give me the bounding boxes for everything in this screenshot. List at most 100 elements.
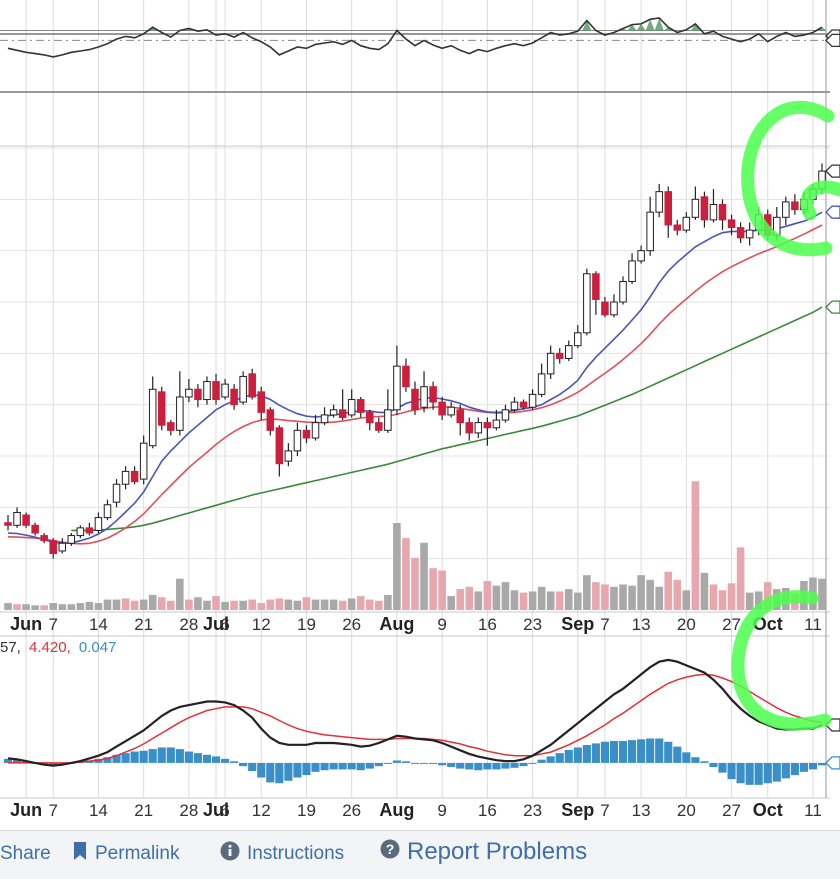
oscillator-line: [7, 17, 823, 58]
volume-bar: [528, 591, 537, 610]
volume-bar: [429, 568, 437, 610]
price-tag-marker: [825, 33, 840, 48]
x-axis-label: 6: [220, 801, 229, 820]
volume-bar: [130, 600, 139, 610]
volume-bar: [745, 592, 754, 610]
macd-histogram-bar: [230, 761, 239, 763]
x-axis-label: 28: [179, 615, 198, 634]
macd-histogram-bar: [320, 762, 329, 771]
candle-body: [537, 373, 546, 395]
macd-histogram-bar: [465, 762, 474, 770]
volume-bar: [94, 603, 103, 610]
volume-bar: [103, 599, 112, 610]
instructions-link[interactable]: Instructions: [220, 841, 344, 867]
macd-histogram-bar: [600, 741, 610, 763]
volume-bar: [266, 599, 275, 610]
volume-bar: [483, 581, 492, 610]
volume-bar: [727, 583, 736, 610]
candle-body: [637, 250, 645, 262]
volume-bar: [13, 604, 21, 610]
macd-legend-value-macd: 57,: [0, 639, 21, 656]
candle-body: [67, 535, 76, 544]
macd-histogram-bar: [257, 762, 266, 778]
candle-body: [601, 301, 609, 316]
macd-histogram-bar: [248, 762, 257, 772]
volume-bar: [76, 603, 85, 610]
oscillator-overbought-fill: [148, 17, 827, 31]
volume-bar: [49, 603, 58, 610]
volume-bar: [320, 599, 329, 610]
candle-body: [284, 450, 293, 462]
candle-body: [646, 211, 654, 252]
macd-histogram-bar: [627, 740, 637, 763]
permalink-link[interactable]: Permalink: [72, 841, 179, 867]
macd-histogram-bar: [447, 762, 456, 767]
right-axis-markers: [825, 29, 840, 770]
macd-histogram-bar: [347, 762, 356, 770]
candle-body: [700, 196, 709, 221]
x-axis-label: 23: [523, 801, 542, 820]
oscillator-panel: [0, 17, 827, 58]
volume-bar: [736, 547, 745, 610]
macd-legend-value-hist: 0.047: [79, 639, 117, 656]
candle-body: [4, 522, 12, 526]
volume-bar: [139, 599, 148, 610]
macd-histogram-bar: [293, 762, 302, 778]
volume-bar: [447, 596, 455, 610]
x-axis-label: Jun: [10, 800, 42, 820]
x-axis-label: Oct: [753, 800, 783, 820]
macd-histogram-bar: [555, 753, 564, 763]
candle-body: [691, 198, 700, 218]
x-axis-label: 6: [220, 615, 229, 634]
candle-body: [501, 409, 510, 421]
candle-body: [22, 514, 30, 526]
volume-bar: [682, 590, 691, 610]
candle-body: [474, 422, 483, 434]
candle-body: [85, 527, 94, 534]
volume-bar: [646, 579, 654, 610]
candle-body: [94, 517, 103, 531]
share-link[interactable]: Share: [0, 841, 51, 867]
macd-histogram-bar: [510, 762, 519, 768]
macd-histogram-bar: [546, 756, 555, 763]
volume-bar: [239, 600, 247, 610]
macd-histogram-bar: [429, 762, 438, 764]
macd-histogram-bar: [139, 750, 148, 763]
volume-bar: [601, 584, 609, 610]
volume-bar: [537, 586, 546, 610]
report-problems-label: Report Problems: [407, 838, 588, 865]
macd-histogram-bar: [49, 762, 58, 766]
macd-histogram-bar: [655, 738, 664, 763]
x-axis-label: 12: [252, 615, 271, 634]
candle-body: [356, 399, 365, 413]
volume-bar: [718, 590, 727, 610]
volume-bar: [574, 592, 582, 610]
candle-body: [266, 409, 275, 431]
x-axis-label: Sep: [561, 800, 594, 820]
macd-histogram-bar: [148, 749, 157, 763]
volume-bar: [619, 584, 627, 610]
x-axis-label: 27: [722, 801, 741, 820]
macd-histogram-bar: [609, 740, 619, 763]
report-problems-link[interactable]: ? Report Problems: [380, 838, 588, 865]
macd-histogram-bar: [329, 762, 338, 770]
macd-histogram-bar: [401, 761, 411, 763]
share-label: Share: [0, 843, 51, 864]
volume-bar: [356, 596, 365, 610]
volume-bar: [185, 599, 193, 610]
macd-histogram-bar: [193, 753, 203, 763]
x-axis-label: 7: [48, 615, 57, 634]
volume-bar: [664, 571, 673, 610]
macd-histogram-bar: [112, 754, 121, 763]
x-axis-label: 7: [600, 615, 609, 634]
volume-bar: [402, 538, 410, 610]
volume-bar: [338, 600, 347, 610]
candle-body: [682, 216, 691, 231]
macd-histogram-bar: [356, 762, 365, 771]
candle-body: [673, 224, 682, 231]
candle-body: [791, 201, 799, 211]
green-marker-lower: [731, 590, 832, 731]
candle-body: [257, 391, 266, 413]
macd-histogram-bar: [582, 745, 591, 763]
